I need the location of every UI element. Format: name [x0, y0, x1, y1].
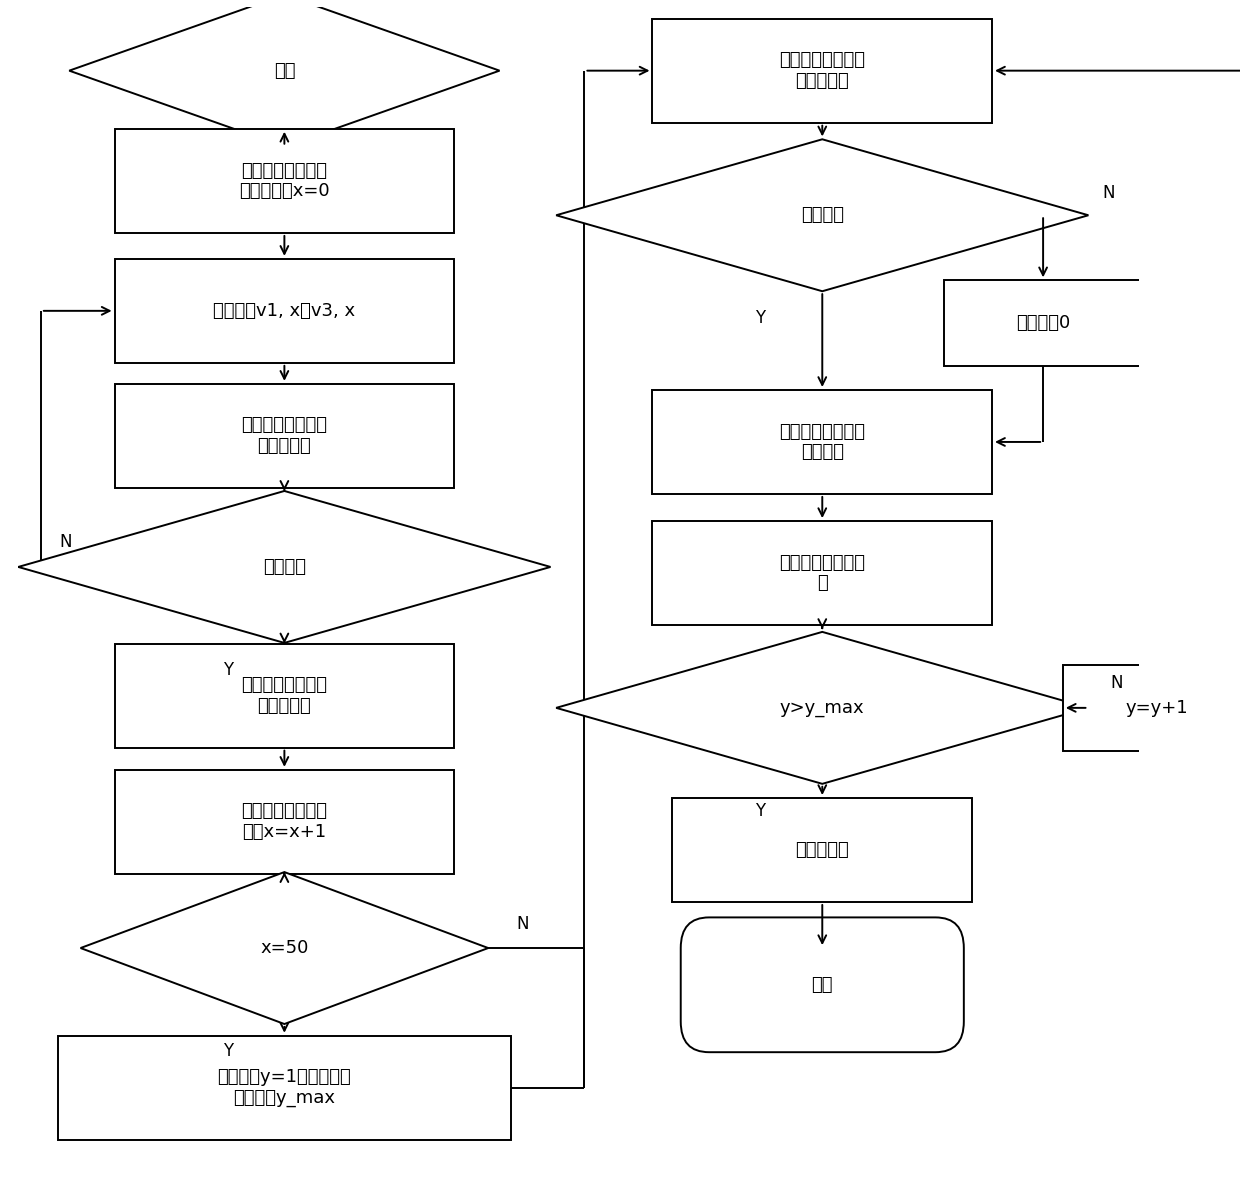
Text: Y: Y	[755, 309, 765, 327]
FancyBboxPatch shape	[1063, 664, 1240, 750]
FancyBboxPatch shape	[114, 643, 454, 748]
Text: N: N	[1102, 184, 1115, 203]
Polygon shape	[557, 631, 1089, 783]
Polygon shape	[81, 872, 489, 1024]
FancyBboxPatch shape	[114, 259, 454, 363]
FancyBboxPatch shape	[114, 384, 454, 488]
Polygon shape	[19, 491, 551, 643]
Text: 放入种群，种群样
本数x=x+1: 放入种群，种群样 本数x=x+1	[242, 802, 327, 841]
Polygon shape	[69, 0, 500, 146]
Text: 保留最优解，进行
遗传操作: 保留最优解，进行 遗传操作	[779, 423, 866, 462]
Text: 生成耦合矩阵，求
解运行成本: 生成耦合矩阵，求 解运行成本	[242, 676, 327, 715]
Text: 最优解放入新的种
群: 最优解放入新的种 群	[779, 554, 866, 593]
Text: y=y+1: y=y+1	[1125, 699, 1188, 717]
Text: 输出最优解: 输出最优解	[795, 841, 849, 859]
Text: x=50: x=50	[260, 939, 309, 957]
Polygon shape	[557, 139, 1089, 291]
FancyBboxPatch shape	[652, 390, 992, 494]
Text: 结束: 结束	[811, 975, 833, 994]
Text: N: N	[60, 534, 72, 551]
Text: Y: Y	[223, 1043, 233, 1060]
FancyBboxPatch shape	[944, 280, 1142, 366]
FancyBboxPatch shape	[681, 918, 963, 1052]
FancyBboxPatch shape	[672, 798, 972, 902]
Text: 生成耦合矩阵，求
解运行成本: 生成耦合矩阵，求 解运行成本	[242, 417, 327, 455]
FancyBboxPatch shape	[114, 769, 454, 874]
Text: 读取系统参数，令
种群样本数x=0: 读取系统参数，令 种群样本数x=0	[239, 161, 330, 200]
Text: 满足约束: 满足约束	[263, 558, 306, 576]
Text: 开始: 开始	[274, 61, 295, 80]
Text: 种群代数y=1，设定最大
种群代数y_max: 种群代数y=1，设定最大 种群代数y_max	[217, 1068, 351, 1107]
Text: 随机生成v1, x和v3, x: 随机生成v1, x和v3, x	[213, 302, 356, 320]
FancyBboxPatch shape	[652, 521, 992, 626]
Text: y>y_max: y>y_max	[780, 699, 864, 717]
Text: Y: Y	[755, 802, 765, 820]
FancyBboxPatch shape	[114, 128, 454, 233]
Text: 适应度为0: 适应度为0	[1016, 315, 1070, 332]
FancyBboxPatch shape	[652, 19, 992, 123]
Text: 满足约束: 满足约束	[801, 206, 843, 224]
Text: Y: Y	[223, 661, 233, 679]
FancyBboxPatch shape	[58, 1035, 511, 1140]
Text: N: N	[516, 914, 528, 933]
Text: N: N	[1111, 674, 1123, 693]
Text: 生成耦合矩阵，求
解运行成本: 生成耦合矩阵，求 解运行成本	[779, 52, 866, 90]
